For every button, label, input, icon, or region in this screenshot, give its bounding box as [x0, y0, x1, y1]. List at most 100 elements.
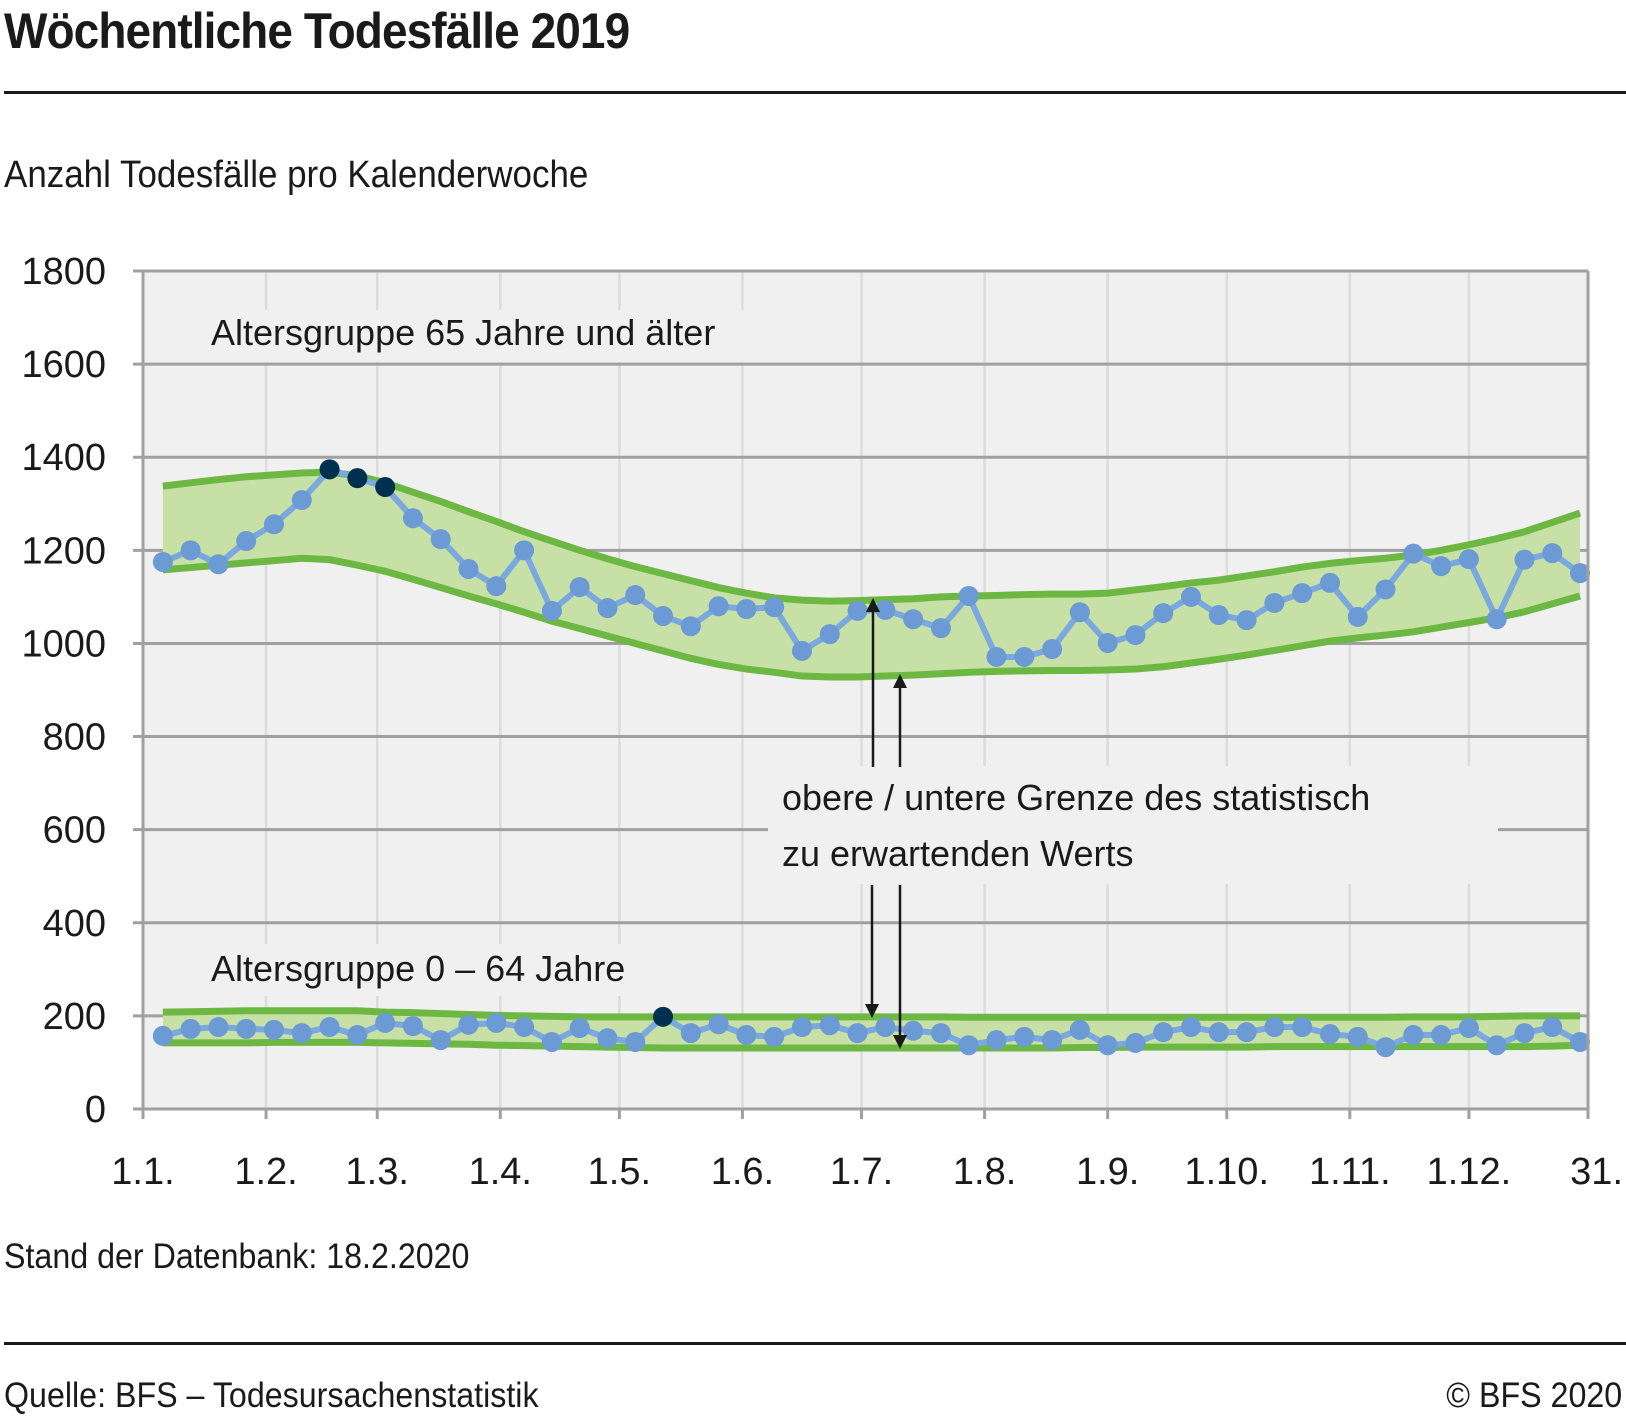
data-point: [1208, 1022, 1229, 1043]
data-point: [1069, 1019, 1090, 1040]
x-tick-label: 1.12.: [1427, 1151, 1512, 1193]
data-point: [597, 598, 618, 619]
data-point: [1486, 609, 1507, 630]
y-tick-label: 200: [43, 996, 106, 1038]
data-point: [625, 585, 646, 606]
data-point: [1125, 1032, 1146, 1053]
data-point: [152, 551, 173, 572]
data-point: [347, 1024, 368, 1045]
data-point: [1403, 543, 1424, 564]
data-point: [903, 1020, 924, 1041]
x-tick-label: 1.5.: [588, 1151, 651, 1193]
data-point: [958, 1035, 979, 1056]
data-point: [236, 531, 257, 552]
y-tick-label: 400: [43, 903, 106, 945]
data-point: [1458, 549, 1479, 570]
data-point: [930, 1023, 951, 1044]
y-axis-labels: 0 200 400 600 800 1000 1200 1400 1600 1800: [21, 251, 106, 1131]
data-point: [1292, 583, 1313, 604]
group-label-bg-0-64: [204, 944, 724, 996]
data-point: [458, 1014, 479, 1035]
data-point: [1181, 1017, 1202, 1038]
data-point: [958, 585, 979, 606]
data-point: [986, 1030, 1007, 1051]
x-tick-label: 1.2.: [234, 1151, 297, 1193]
band-fill-0: [162, 472, 1581, 677]
data-point: [736, 598, 757, 619]
data-point: [1153, 603, 1174, 624]
data-point: [236, 1018, 257, 1039]
data-point: [1431, 556, 1452, 577]
y-tick-label: 600: [43, 810, 106, 852]
annotation-line-1: obere / untere Grenze des statistisch: [782, 777, 1370, 818]
data-point: [430, 1030, 451, 1051]
annotation-bg: [768, 766, 1498, 884]
data-point: [1542, 543, 1563, 564]
band-lower-line-0: [162, 554, 1582, 681]
arrow-down-lower-bound-head: [893, 1035, 907, 1049]
highlighted-data-point: [375, 477, 396, 498]
annotation-line-2: zu erwartenden Werts: [782, 833, 1134, 874]
data-point: [1208, 605, 1229, 626]
data-point: [1542, 1017, 1563, 1038]
arrow-up-lower-bound-head: [893, 674, 907, 688]
data-point: [180, 1018, 201, 1039]
data-point: [1264, 592, 1285, 613]
source-note: Quelle: BFS – Todesursachenstatistik: [4, 1376, 539, 1415]
data-point: [791, 640, 812, 661]
data-point: [486, 576, 507, 597]
data-point: [1292, 1017, 1313, 1038]
data-point: [791, 1017, 812, 1038]
highlighted-data-point: [319, 459, 340, 480]
data-point: [1319, 572, 1340, 593]
data-point: [1236, 610, 1257, 631]
data-point: [1570, 563, 1591, 584]
data-point: [986, 646, 1007, 667]
data-point: [1264, 1017, 1285, 1038]
data-point: [1014, 1026, 1035, 1047]
data-point: [458, 558, 479, 579]
series-line-1: [162, 1013, 1582, 1051]
data-point: [319, 1017, 340, 1038]
data-point: [486, 1012, 507, 1033]
data-point: [1403, 1024, 1424, 1045]
data-point: [1125, 625, 1146, 646]
y-tick-label: 0: [85, 1089, 106, 1131]
data-point: [1375, 1037, 1396, 1058]
data-point: [569, 1017, 590, 1038]
data-point: [1570, 1031, 1591, 1052]
axes: [133, 271, 1590, 1119]
data-point: [653, 605, 674, 626]
data-point: [375, 1012, 396, 1033]
data-point: [291, 1023, 312, 1044]
data-point: [1042, 1030, 1063, 1051]
data-point: [847, 600, 868, 621]
data-point: [819, 1015, 840, 1036]
data-point: [514, 540, 535, 561]
data-point: [208, 1017, 229, 1038]
data-point: [180, 540, 201, 561]
annotation-arrows: [865, 598, 907, 1049]
copyright-note: © BFS 2020: [1446, 1376, 1622, 1415]
y-tick-label: 1600: [21, 344, 106, 386]
chart-subtitle: Anzahl Todesfälle pro Kalenderwoche: [4, 154, 589, 196]
death-series: [152, 459, 1591, 1058]
y-tick-label: 1400: [21, 437, 106, 479]
data-point: [903, 609, 924, 630]
group-label-bg-65plus: [204, 310, 834, 362]
data-point: [1069, 602, 1090, 623]
band-lower-line-1: [162, 1038, 1581, 1052]
y-tick-label: 1000: [21, 623, 106, 665]
data-point: [1514, 549, 1535, 570]
x-tick-label: 1.10.: [1184, 1151, 1269, 1193]
data-point: [541, 1031, 562, 1052]
data-point: [597, 1028, 618, 1049]
highlighted-data-point: [347, 468, 368, 489]
data-point: [819, 624, 840, 645]
x-tick-label: 1.3.: [346, 1151, 409, 1193]
data-point: [875, 1017, 896, 1038]
data-point: [430, 529, 451, 550]
data-point: [764, 1026, 785, 1047]
x-tick-label: 1.8.: [953, 1151, 1016, 1193]
data-point: [1181, 586, 1202, 607]
